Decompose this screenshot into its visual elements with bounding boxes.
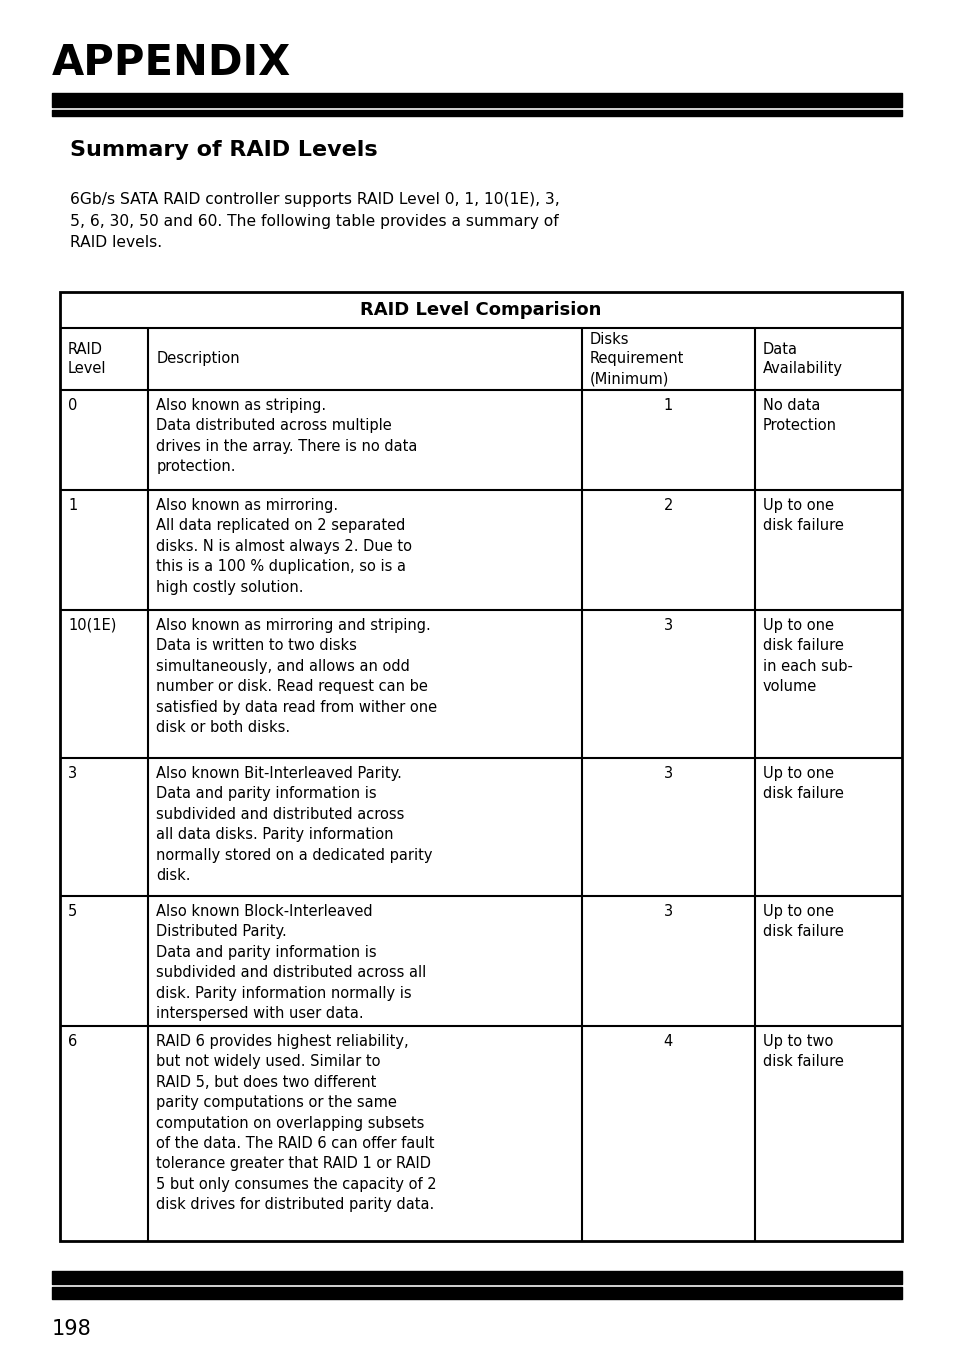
- Text: Data
Availability: Data Availability: [761, 341, 841, 376]
- Text: Up to one
disk failure: Up to one disk failure: [761, 498, 842, 533]
- Text: Also known Bit-Interleaved Parity.
Data and parity information is
subdivided and: Also known Bit-Interleaved Parity. Data …: [156, 766, 433, 883]
- Text: Also known as striping.
Data distributed across multiple
drives in the array. Th: Also known as striping. Data distributed…: [156, 398, 417, 474]
- Text: RAID 6 provides highest reliability,
but not widely used. Similar to
RAID 5, but: RAID 6 provides highest reliability, but…: [156, 1034, 436, 1212]
- Text: No data
Protection: No data Protection: [761, 398, 836, 433]
- Text: 5: 5: [68, 904, 77, 919]
- Text: 10(1E): 10(1E): [68, 617, 116, 634]
- Text: 6Gb/s SATA RAID controller supports RAID Level 0, 1, 10(1E), 3,
5, 6, 30, 50 and: 6Gb/s SATA RAID controller supports RAID…: [70, 192, 559, 250]
- Text: 3: 3: [663, 617, 672, 634]
- Text: 3: 3: [663, 904, 672, 919]
- Text: 1: 1: [68, 498, 77, 513]
- Text: 198: 198: [52, 1319, 91, 1339]
- Text: Description: Description: [156, 352, 240, 367]
- Text: 3: 3: [68, 766, 77, 781]
- Text: RAID
Level: RAID Level: [68, 341, 107, 376]
- Text: 6: 6: [68, 1034, 77, 1049]
- Text: RAID Level Comparision: RAID Level Comparision: [360, 301, 601, 320]
- Text: Up to one
disk failure: Up to one disk failure: [761, 766, 842, 802]
- Text: Summary of RAID Levels: Summary of RAID Levels: [70, 139, 377, 160]
- Text: Up to one
disk failure
in each sub-
volume: Up to one disk failure in each sub- volu…: [761, 617, 852, 695]
- Text: Also known Block-Interleaved
Distributed Parity.
Data and parity information is
: Also known Block-Interleaved Distributed…: [156, 904, 426, 1021]
- Text: Also known as mirroring.
All data replicated on 2 separated
disks. N is almost a: Also known as mirroring. All data replic…: [156, 498, 412, 594]
- Text: Also known as mirroring and striping.
Data is written to two disks
simultaneousl: Also known as mirroring and striping. Da…: [156, 617, 437, 735]
- Text: Disks
Requirement
(Minimum): Disks Requirement (Minimum): [589, 332, 683, 386]
- Text: 1: 1: [663, 398, 672, 413]
- Text: 2: 2: [663, 498, 672, 513]
- Text: Up to one
disk failure: Up to one disk failure: [761, 904, 842, 940]
- Text: APPENDIX: APPENDIX: [52, 42, 291, 84]
- Bar: [60, 292, 901, 1242]
- Text: 3: 3: [663, 766, 672, 781]
- Text: 0: 0: [68, 398, 77, 413]
- Text: Up to two
disk failure: Up to two disk failure: [761, 1034, 842, 1070]
- Text: 4: 4: [663, 1034, 672, 1049]
